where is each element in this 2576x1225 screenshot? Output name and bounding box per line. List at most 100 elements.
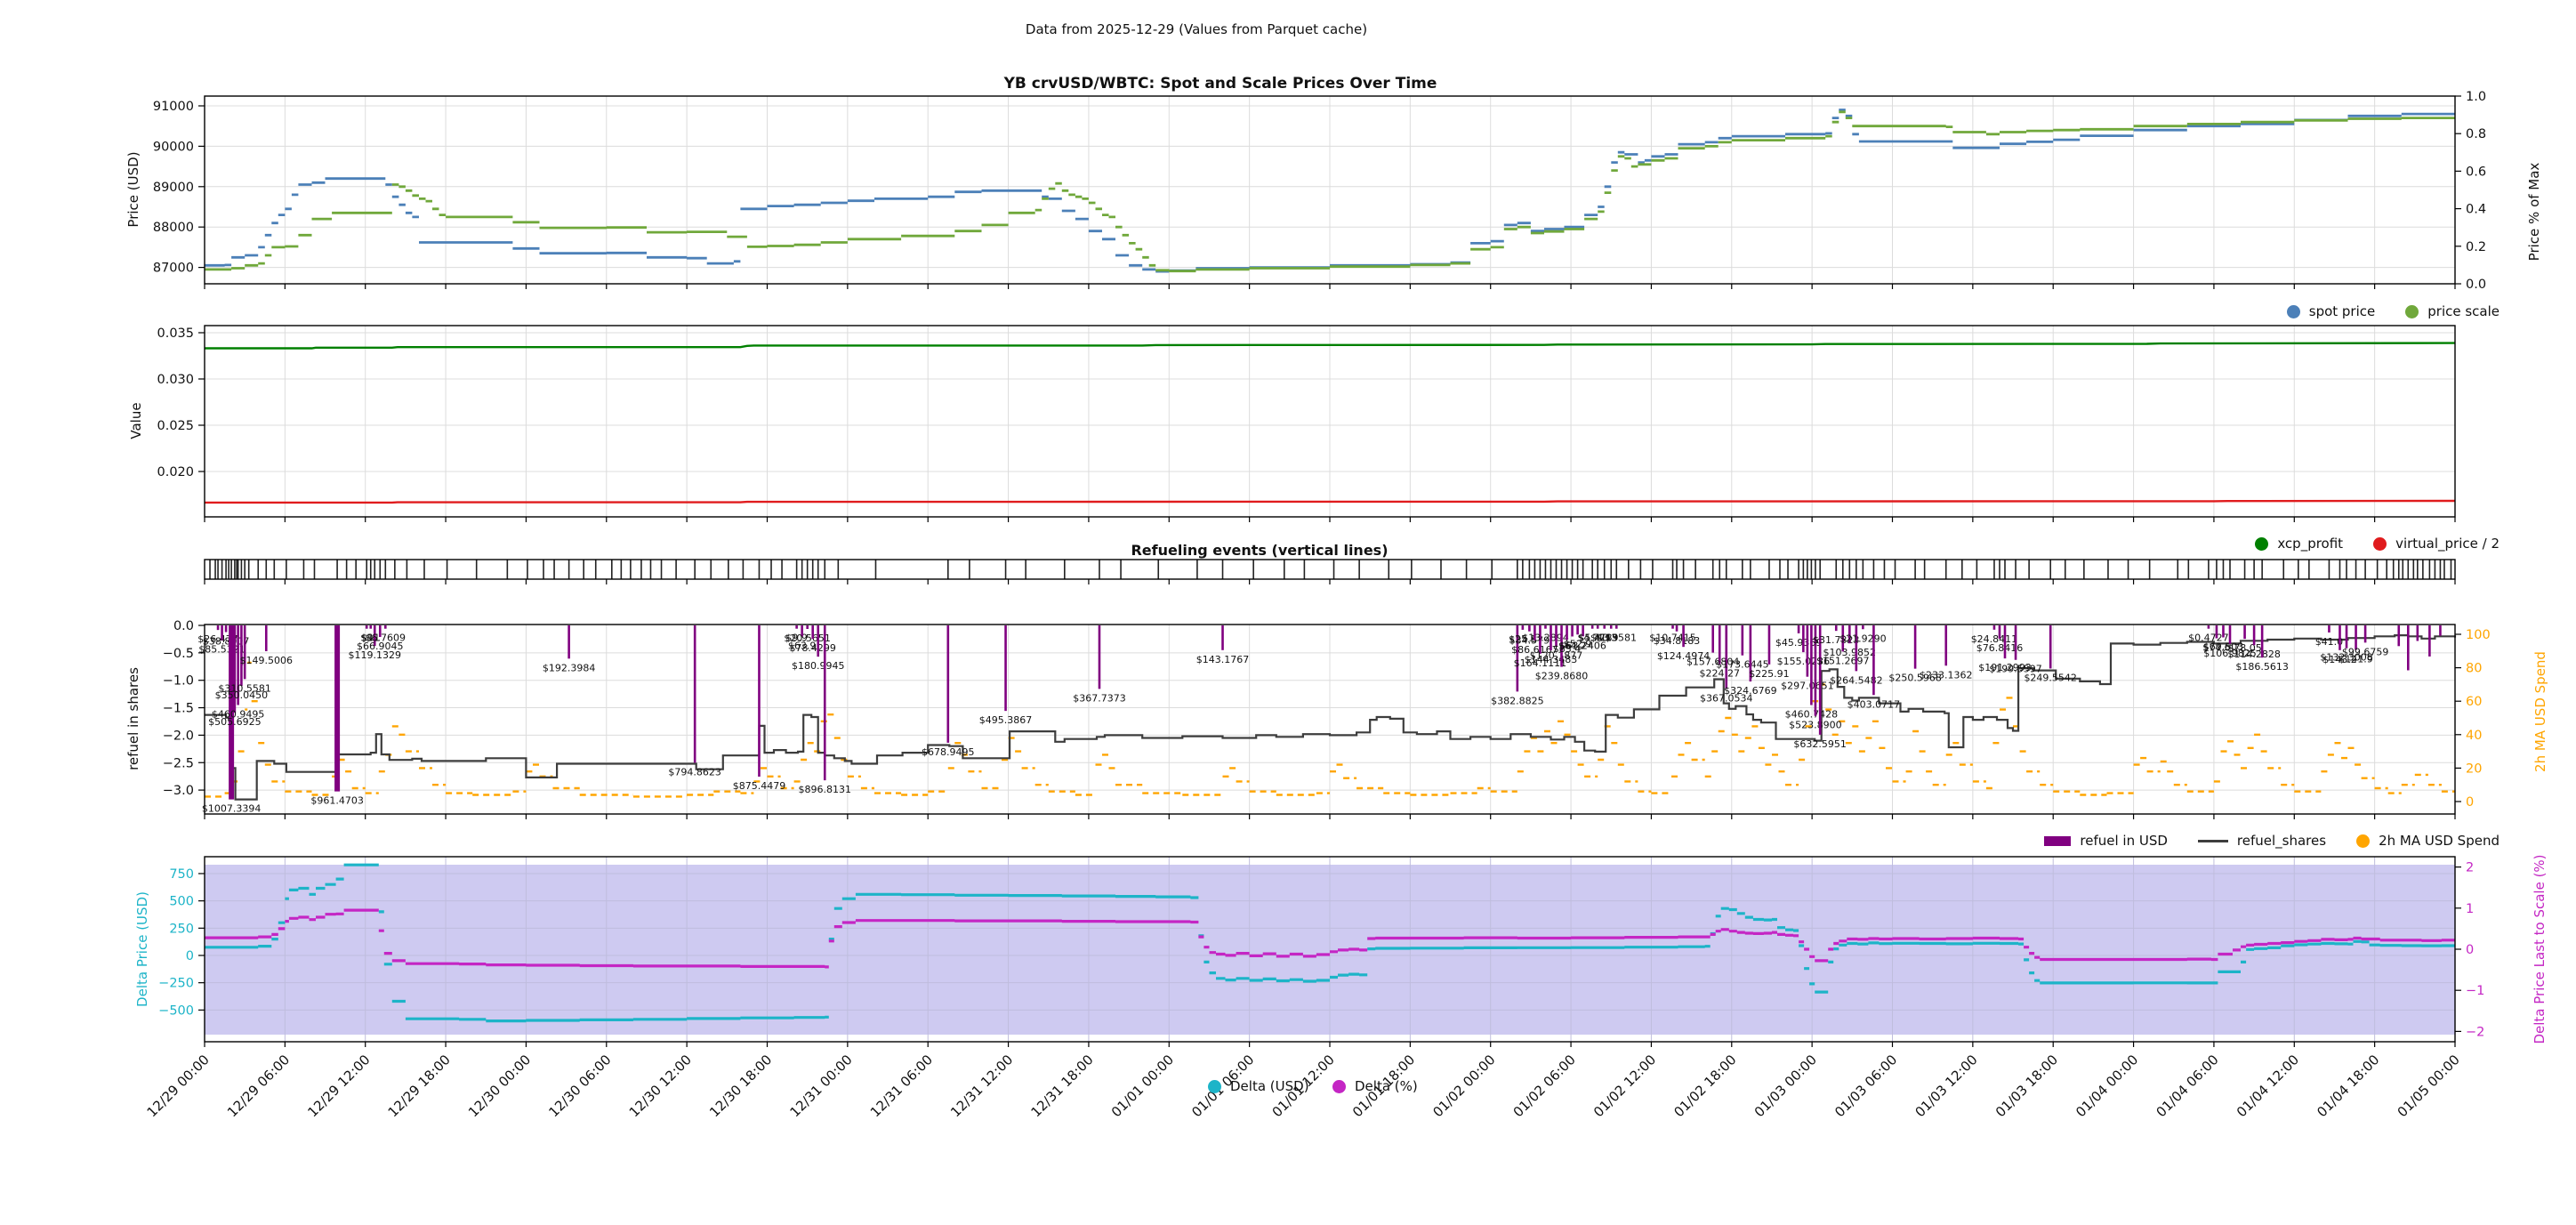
x-tick-label: 12/30 12:00 <box>626 1052 695 1120</box>
x-tick-label: 12/31 00:00 <box>786 1052 855 1120</box>
refuel-usd-annotation: $523.8900 <box>1789 720 1842 731</box>
y-tick-label: 87000 <box>153 262 194 276</box>
y-tick-label: −250 <box>158 977 194 991</box>
refuel-usd-annotation: $180.9945 <box>792 660 845 672</box>
x-tick-label: 01/02 18:00 <box>1670 1052 1739 1120</box>
delta-pct-y-axis-label: Delta Price Last to Scale (%) <box>2532 854 2548 1044</box>
refuel-usd-annotation: $63.2406 <box>1559 640 1606 651</box>
legend-label: spot price <box>2308 303 2376 319</box>
refuel-usd-annotation: $120.1877 <box>1530 649 1583 661</box>
refuel-usd-annotation: $86.6167 <box>1511 644 1558 656</box>
price-legend: spot price price scale <box>2286 303 2500 319</box>
y-tick-label: 0.6 <box>2466 165 2486 179</box>
refuel-usd-annotation: $186.5613 <box>2235 661 2289 673</box>
y-tick-label: −0.5 <box>163 647 194 661</box>
refuel-usd-annotation: $26.477 <box>197 633 238 645</box>
refuel-usd-annotation: $5.41 <box>1578 633 1606 644</box>
refuel-usd-annotation: $99.6759 <box>2342 646 2389 657</box>
refuel-usd-annotation: $114.2828 <box>2227 649 2281 660</box>
series-spend-ma <box>205 661 2455 798</box>
legend-label: 2h MA USD Spend <box>2379 833 2500 849</box>
refuel-usd-annotation: $149.5006 <box>240 655 294 666</box>
refuel-usd-swatch <box>2044 835 2072 846</box>
x-tick-label: 12/30 18:00 <box>706 1052 775 1120</box>
refuel-usd-annotation: $78.05 <box>2227 642 2262 654</box>
x-tick-label: 12/29 18:00 <box>385 1052 454 1120</box>
refuel-usd-annotation: $41.0 <box>2315 636 2344 648</box>
refuel-usd-annotation: $678.9495 <box>922 746 975 758</box>
refuel-usd-annotation: $3 <box>1605 633 1617 644</box>
series-virtual-price- <box>205 499 2456 504</box>
y-tick-label: 90000 <box>153 140 194 154</box>
value-y-axis-label: Value <box>128 402 144 439</box>
x-tick-label: 01/04 00:00 <box>2073 1052 2141 1120</box>
x-tick-label: 01/04 06:00 <box>2153 1052 2222 1120</box>
refuel-usd-annotation: $155.0236 <box>1777 656 1831 667</box>
y-tick-label: −1.5 <box>163 702 194 716</box>
price-y-axis-label: Price (USD) <box>125 151 141 228</box>
refuel-usd-annotation: $225.91 <box>1749 668 1790 680</box>
spend-ma-marker <box>2356 834 2371 848</box>
series-price-scale <box>205 110 2455 273</box>
legend-item: virtual_price / 2 <box>2373 536 2500 552</box>
y-tick-label: 20 <box>2466 762 2482 776</box>
refuel-usd-annotation: $961.4703 <box>310 795 364 807</box>
spend-y-axis-label: 2h MA USD Spend <box>2532 651 2548 772</box>
figure-suptitle: Data from 2025-12-29 (Values from Parque… <box>1025 21 1368 37</box>
legend-label: price scale <box>2427 303 2500 319</box>
refuel-usd-annotation: $52.9 <box>1564 638 1592 649</box>
x-tick-label: 01/05 00:00 <box>2395 1052 2463 1120</box>
x-tick-label: 12/31 06:00 <box>867 1052 936 1120</box>
refuel-usd-annotation: $896.8131 <box>799 784 852 795</box>
refuel-usd-annotation: $83.4 <box>1553 643 1582 655</box>
refuel-usd-annotation: $367.0534 <box>1700 692 1753 704</box>
refuel-usd-annotation: $74.6 <box>2202 641 2231 653</box>
refuel-usd-annotation: $875.4479 <box>733 780 786 792</box>
refuel-usd-annotation: $233.1362 <box>1920 669 1973 681</box>
refuel-usd-annotation: $460.7428 <box>1785 708 1839 720</box>
x-tick-label: 01/03 06:00 <box>1831 1052 1900 1120</box>
refuel-usd-annotation: $78.4299 <box>789 642 836 654</box>
x-tick-label: 12/31 12:00 <box>947 1052 1016 1120</box>
delta-pct-marker <box>1332 1079 1346 1093</box>
legend-item: price scale <box>2405 303 2500 319</box>
price-scale-marker <box>2405 304 2419 318</box>
y-tick-label: 0 <box>2466 943 2474 957</box>
x-tick-label: 01/04 12:00 <box>2234 1052 2302 1120</box>
x-tick-label: 12/29 12:00 <box>304 1052 373 1120</box>
refuel-usd-annotation: $794.8623 <box>668 766 721 778</box>
refuel-usd-annotation: $250.5968 <box>1888 673 1942 684</box>
y-tick-label: 750 <box>169 867 194 882</box>
series-delta-usd <box>205 863 2455 1023</box>
refuel-usd-annotation: $224.27 <box>1699 668 1740 680</box>
events-panel-title: Refueling events (vertical lines) <box>1131 542 1389 559</box>
y-tick-label: 88000 <box>153 221 194 235</box>
series-xcp-profit <box>205 342 2456 350</box>
y-tick-label: 91000 <box>153 100 194 114</box>
series-delta-pct <box>205 908 2455 969</box>
refuel-usd-annotation: $76.8416 <box>1976 642 2024 654</box>
y-tick-label: 0.8 <box>2466 127 2486 141</box>
refuel-usd-annotation: $495.3867 <box>979 714 1033 726</box>
x-tick-label: 12/30 06:00 <box>545 1052 614 1120</box>
y-tick-label: −2 <box>2466 1025 2484 1039</box>
x-tick-label: 01/03 00:00 <box>1751 1052 1820 1120</box>
y-tick-label: 100 <box>2466 628 2491 642</box>
refuel-usd-annotation: $632.5951 <box>1793 738 1847 750</box>
legend-label: refuel in USD <box>2080 833 2168 849</box>
legend-item: spot price <box>2286 303 2376 319</box>
refuel-usd-annotation: $69.503 <box>2203 641 2244 652</box>
value-legend: xcp_profit virtual_price / 2 <box>2255 536 2500 552</box>
legend-label: refuel_shares <box>2236 833 2327 849</box>
x-tick-label: 01/03 18:00 <box>1992 1052 2061 1120</box>
refuel-usd-annotation: $119.1329 <box>349 649 402 661</box>
x-tick-label: 12/29 00:00 <box>144 1052 213 1120</box>
y-tick-label: −2.5 <box>163 756 194 770</box>
virtual-price-marker <box>2373 536 2387 551</box>
y-tick-label: 0.4 <box>2466 203 2486 217</box>
legend-item: refuel_shares <box>2197 833 2327 849</box>
y-tick-label: 80 <box>2466 662 2482 676</box>
refuel-usd-annotation: $6.7609 <box>366 633 407 644</box>
